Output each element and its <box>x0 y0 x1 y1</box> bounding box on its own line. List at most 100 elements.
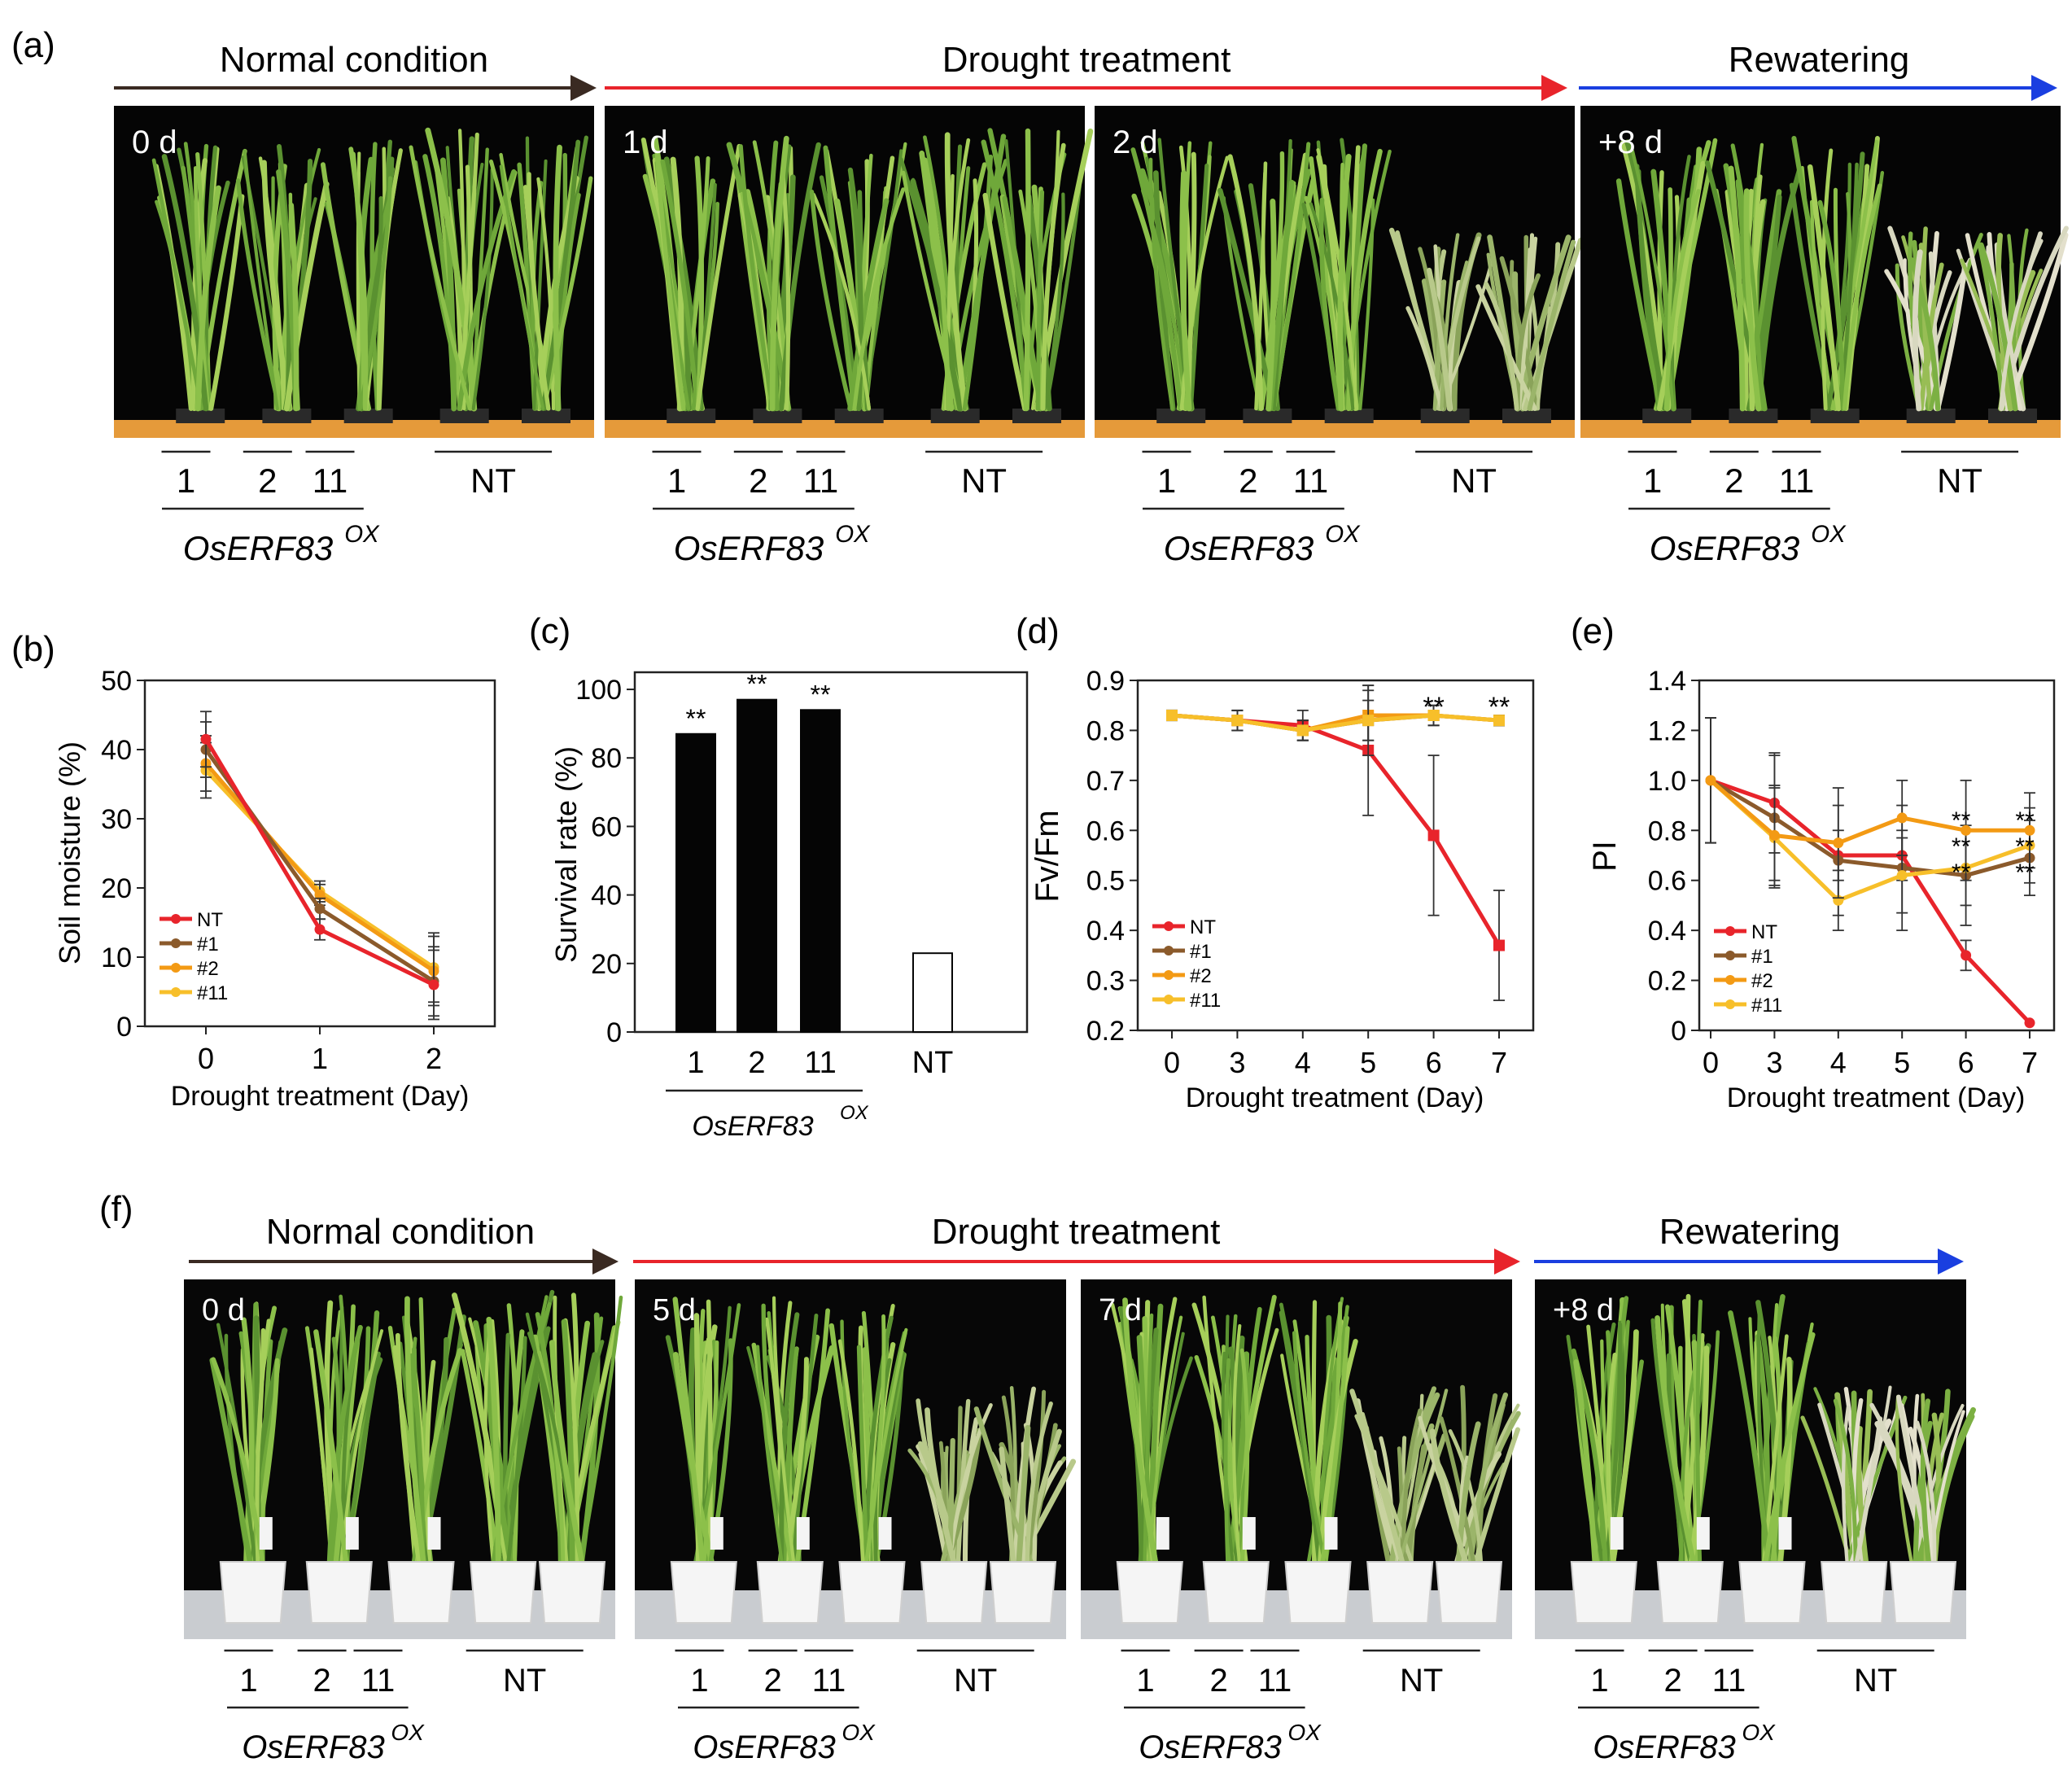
leaf <box>1467 1392 1509 1565</box>
leaf <box>1043 184 1082 411</box>
leaf <box>981 139 1029 412</box>
pot <box>1243 409 1292 423</box>
data-point <box>1705 775 1716 786</box>
data-point <box>314 890 326 900</box>
leaf <box>1309 202 1355 411</box>
line-label: 1 <box>667 461 686 500</box>
leaf <box>549 1340 585 1565</box>
line-label: 11 <box>803 461 839 500</box>
leaf <box>339 1329 384 1564</box>
leaf <box>1663 189 1701 411</box>
leaf <box>457 132 479 411</box>
photo-day-label: +8 d <box>1553 1293 1614 1327</box>
genotype-label-set: 1 2 11 NT OsERF83 OX <box>675 1649 1034 1765</box>
data-point <box>1961 824 1972 836</box>
leaf <box>1527 239 1576 411</box>
legend-marker <box>1164 970 1174 980</box>
y-tick-label: 0.5 <box>1086 866 1125 897</box>
leaf <box>1484 282 1519 411</box>
significance-mark: ** <box>686 704 706 733</box>
line-label: 11 <box>1779 461 1815 500</box>
chart-c-group-label: OsERF83 <box>692 1111 813 1142</box>
legend-label: #11 <box>1190 990 1221 1012</box>
significance-mark: ** <box>747 670 767 699</box>
legend-marker <box>171 914 181 924</box>
leaf <box>1267 179 1295 412</box>
leaf <box>864 1314 886 1564</box>
plant-transgenic <box>320 139 403 412</box>
legend-marker <box>1164 995 1174 1004</box>
leaf <box>1854 1416 1883 1564</box>
legend-label: #11 <box>197 982 228 1004</box>
data-point <box>1362 715 1375 727</box>
leaf <box>1842 1405 1850 1564</box>
plant-nt <box>973 1385 1077 1565</box>
nt-label: NT <box>1854 1663 1897 1699</box>
legend-label: #1 <box>197 934 219 955</box>
plant-nt <box>1475 233 1584 412</box>
plant-nt <box>1349 1386 1449 1565</box>
y-tick-label: 0.7 <box>1086 766 1125 797</box>
series-line-line2 <box>1709 778 2030 846</box>
pot <box>834 409 884 423</box>
plant-transgenic <box>235 143 330 412</box>
leaf <box>1856 1426 1869 1565</box>
legend-label: NT <box>197 909 223 931</box>
line-label: 1 <box>690 1663 708 1699</box>
series-line-line11 <box>1171 713 1500 732</box>
photo-4: +8 d <box>1535 1279 1976 1639</box>
pot <box>756 1561 824 1624</box>
line-label: 2 <box>258 461 277 500</box>
plant-transgenic <box>209 1301 288 1565</box>
significance-mark: ** <box>1952 807 1971 834</box>
pot <box>1889 1561 1957 1624</box>
plant-transgenic <box>809 142 907 412</box>
x-tick-label: 0 <box>1164 1046 1180 1079</box>
y-tick-label: 0.2 <box>1086 1016 1125 1047</box>
photo-bench <box>605 420 1085 438</box>
plant-transgenic <box>387 1296 466 1565</box>
plant-tag <box>878 1517 892 1550</box>
x-tick-label: 0 <box>198 1042 214 1075</box>
leaf <box>1404 1444 1427 1565</box>
gene-superscript: OX <box>1287 1720 1322 1745</box>
legend-marker <box>1725 975 1735 985</box>
pot <box>1906 409 1956 423</box>
data-point <box>1231 715 1244 727</box>
leaf <box>778 142 821 412</box>
chart-e-letter: (e) <box>1571 611 1615 651</box>
pot <box>1988 409 2037 423</box>
plant-transgenic <box>726 135 821 412</box>
x-tick-label: 2 <box>748 1046 765 1080</box>
leaf <box>1346 148 1383 412</box>
gene-label: OsERF83 <box>674 529 824 567</box>
y-tick-label: 0.3 <box>1086 966 1125 997</box>
data-point <box>200 733 212 745</box>
leaf <box>151 158 204 411</box>
leaf <box>1634 164 1668 412</box>
leaf <box>769 135 789 412</box>
nt-label: NT <box>470 461 516 500</box>
y-tick-label: 0.8 <box>1648 816 1686 846</box>
pot <box>1570 1561 1637 1624</box>
chart-e: (e) PI Drought treatment (Day) 0 0.2 0.4 0.… <box>1571 611 2056 1113</box>
leaf <box>1912 1420 1933 1565</box>
legend-marker <box>1164 921 1174 931</box>
legend-marker <box>171 987 181 997</box>
chart-d-xlabel: Drought treatment (Day) <box>1186 1082 1484 1113</box>
leaf <box>1018 189 1044 411</box>
leaf <box>809 189 853 411</box>
y-tick-label: 0.6 <box>1086 816 1125 846</box>
line-label: 11 <box>812 1663 846 1699</box>
chart-b-ylabel: Soil moisture (%) <box>53 741 86 964</box>
data-point <box>1296 724 1309 737</box>
line-label: 11 <box>313 461 348 500</box>
gene-superscript: OX <box>1811 521 1847 548</box>
photo-1: 0 d <box>184 1279 623 1639</box>
line-label: 2 <box>763 1663 781 1699</box>
y-tick-label: 0.6 <box>1648 866 1686 897</box>
pot <box>262 409 312 423</box>
leaf <box>1573 1359 1598 1565</box>
leaf <box>1122 1297 1159 1565</box>
